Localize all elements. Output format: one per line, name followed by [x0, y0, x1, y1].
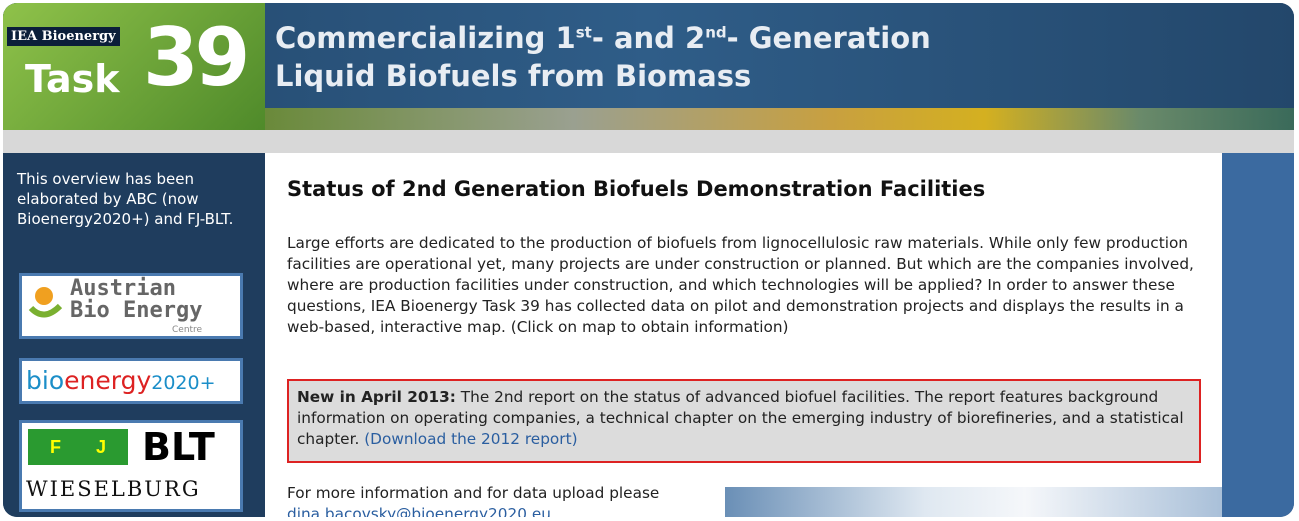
contact: For more information and for data upload… — [287, 483, 659, 517]
heading: Status of 2nd Generation Biofuels Demons… — [287, 177, 985, 201]
photo-strip — [265, 108, 1294, 130]
intro: This overview has been elaborated by ABC… — [17, 169, 247, 229]
fj-box: F J — [28, 429, 128, 465]
download-link[interactable]: (Download the 2012 report) — [364, 430, 577, 448]
task-number: 39 — [143, 11, 246, 104]
frame: IEA Bioenergy Task 39 Commercializing 1s… — [3, 3, 1294, 517]
logo-part: BLT — [142, 425, 215, 469]
title-sup: st — [576, 23, 592, 41]
logo-fjblt[interactable]: F J BLT WIESELBURG — [19, 420, 243, 512]
header-title: Liquid Biofuels from Biomass — [275, 59, 751, 93]
email-link[interactable]: dina.bacovsky@bioenergy2020.eu — [287, 505, 551, 517]
right-column — [1222, 153, 1294, 517]
contact-text: For more information and for data upload… — [287, 483, 659, 504]
title-sup: nd — [705, 23, 726, 41]
news-label: New in April 2013: — [297, 388, 456, 406]
logo-part: WIESELBURG — [26, 477, 201, 501]
task-logo[interactable]: IEA Bioenergy Task 39 — [3, 3, 265, 130]
badge: IEA Bioenergy — [7, 27, 120, 46]
title-part: - and 2 — [592, 21, 705, 55]
header-title: Commercializing 1st- and 2nd- Generation — [275, 21, 931, 55]
title-part: Commercializing 1 — [275, 21, 576, 55]
logo-part: 2020+ — [151, 372, 215, 394]
page: IEA Bioenergy Task 39 Commercializing 1s… — [0, 0, 1299, 521]
logo-line: Austrian — [70, 278, 202, 300]
title-part: - Generation — [727, 21, 931, 55]
news-box: New in April 2013: The 2nd report on the… — [287, 379, 1201, 463]
logo-part: energy — [64, 366, 151, 395]
paragraph: Large efforts are dedicated to the produ… — [287, 233, 1197, 338]
nav-bar — [3, 130, 1294, 153]
logo-line: Bio Energy — [70, 300, 202, 322]
sidebar: This overview has been elaborated by ABC… — [3, 153, 265, 517]
logo-part: bio — [26, 366, 64, 395]
logo-icon — [28, 282, 68, 322]
task-text: Task — [25, 57, 120, 101]
logo-line: Centre — [172, 325, 202, 335]
map-image[interactable] — [725, 487, 1225, 517]
header: IEA Bioenergy Task 39 Commercializing 1s… — [3, 3, 1294, 130]
logo-part: F — [50, 437, 61, 457]
logo-part: J — [96, 437, 106, 457]
logo-bioenergy[interactable]: bioenergy2020+ — [19, 358, 243, 404]
main-content: Status of 2nd Generation Biofuels Demons… — [265, 153, 1222, 517]
